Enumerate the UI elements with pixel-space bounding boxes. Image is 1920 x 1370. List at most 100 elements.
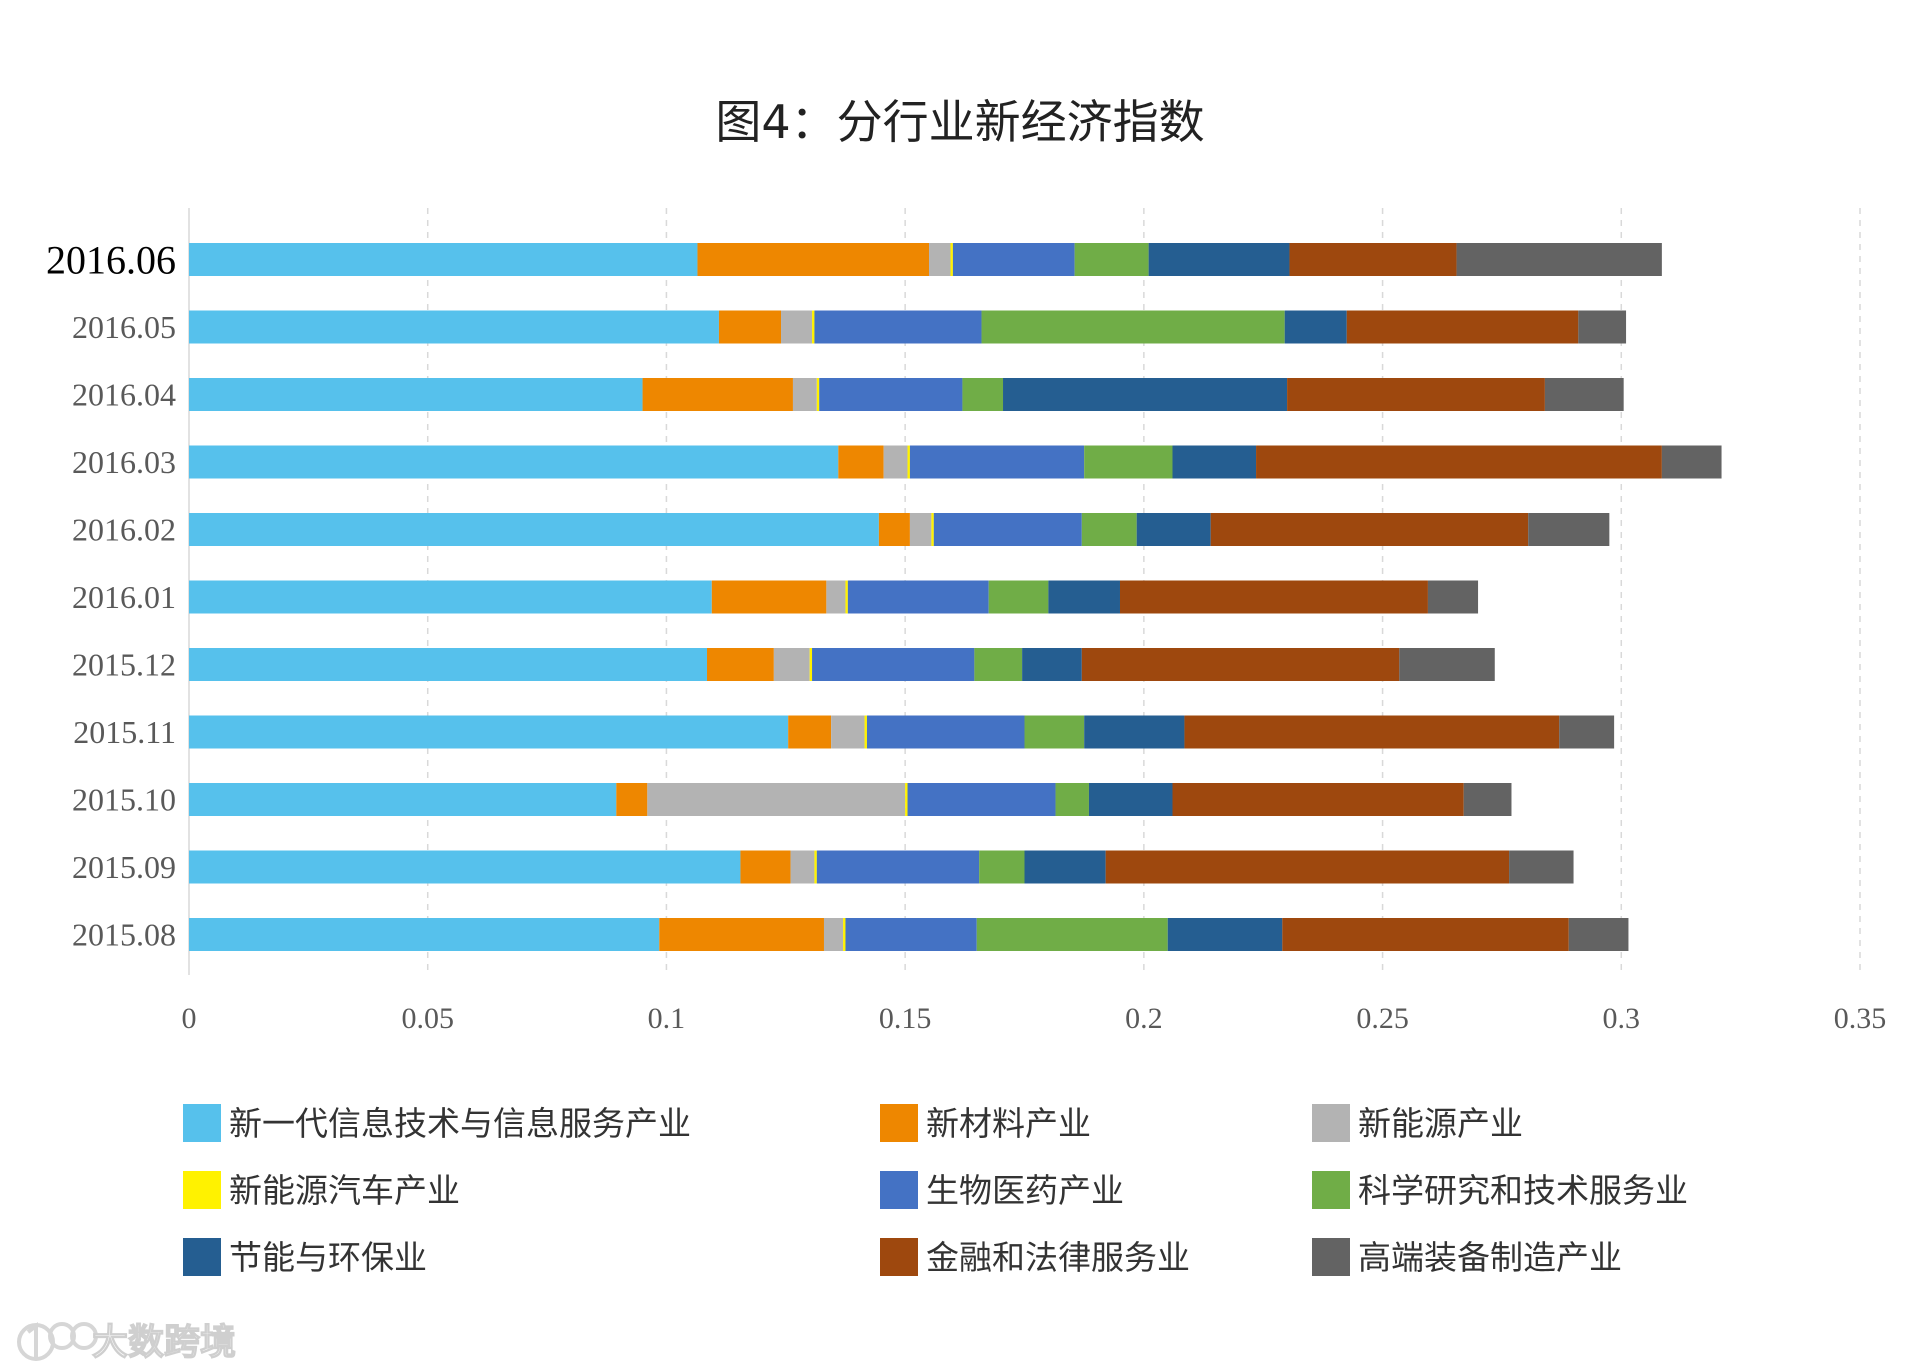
bar-row: [189, 310, 1627, 344]
category-label: 2016.02: [72, 512, 176, 548]
bar-segment: [711, 580, 827, 614]
bar-segment: [933, 513, 1082, 546]
bar-segment: [907, 445, 910, 479]
bar-row: [189, 648, 1495, 681]
bar-segment: [1055, 783, 1089, 816]
legend-swatch: [880, 1171, 918, 1209]
legend-label: 新能源产业: [1358, 1104, 1523, 1143]
legend-label: 新能源汽车产业: [229, 1171, 460, 1210]
legend-item: 科学研究和技术服务业: [1312, 1171, 1688, 1210]
bar-segment: [189, 850, 741, 884]
legend-label: 生物医药产业: [926, 1171, 1124, 1210]
legend-item: 新材料产业: [880, 1104, 1091, 1143]
legend-label: 新一代信息技术与信息服务产业: [229, 1104, 691, 1143]
bar-segment: [1081, 648, 1400, 681]
bar-segment: [979, 850, 1025, 884]
legend-swatch: [183, 1104, 221, 1142]
category-label: 2016.05: [72, 309, 176, 345]
bar-segment: [1024, 715, 1085, 749]
bar-segment: [1284, 310, 1347, 344]
category-labels: 2016.06 2016.05 2016.04 2016.03 2016.02 2016.…: [46, 238, 176, 953]
bar-segment: [1074, 243, 1149, 276]
bar-segment: [1568, 918, 1629, 951]
bar-segment: [866, 715, 1025, 749]
bar-segment: [781, 310, 813, 344]
bar-segment: [616, 783, 648, 816]
bar-segment: [1048, 580, 1120, 614]
legend-item: 金融和法律服务业: [880, 1238, 1190, 1277]
bar-row: [189, 918, 1629, 951]
x-tick-label: 0.05: [401, 1002, 454, 1035]
bar-segment: [790, 850, 815, 884]
bar-segment: [792, 378, 817, 411]
bar-row: [189, 243, 1662, 276]
bar-segment: [1661, 445, 1722, 479]
bar-segment: [843, 918, 846, 951]
bar-segment: [809, 648, 813, 681]
bar-segment: [1463, 783, 1512, 816]
legend-item: 节能与环保业: [183, 1238, 427, 1277]
legend-label: 科学研究和技术服务业: [1358, 1171, 1688, 1210]
legend-item: 高端装备制造产业: [1312, 1238, 1622, 1277]
bar-segment: [909, 445, 1085, 479]
legend-item: 生物医药产业: [880, 1171, 1124, 1210]
x-tick-label: 0.35: [1834, 1002, 1887, 1035]
bar-segment: [826, 580, 846, 614]
bar-segment: [189, 513, 879, 546]
category-label: 2016.06: [46, 238, 176, 283]
bar-segment: [1003, 378, 1288, 411]
bar-segment: [189, 310, 719, 344]
bar-segment: [974, 648, 1023, 681]
bar-segment: [831, 715, 865, 749]
x-tick-label: 0.3: [1603, 1002, 1641, 1035]
bar-segment: [931, 513, 934, 546]
legend-swatch: [1312, 1238, 1350, 1276]
legend-item: 新能源汽车产业: [183, 1171, 460, 1210]
legend-item: 新一代信息技术与信息服务产业: [183, 1104, 691, 1143]
bar-segment: [1346, 310, 1579, 344]
legend-swatch: [183, 1171, 221, 1209]
chart-title: 图4：分行业新经济指数: [715, 95, 1204, 149]
bar-segment: [189, 445, 839, 479]
x-tick-label: 0.25: [1356, 1002, 1409, 1035]
bar-segment: [1559, 715, 1615, 749]
bar-segment: [1528, 513, 1610, 546]
bar-segment: [1119, 580, 1428, 614]
category-label: 2015.08: [72, 917, 176, 953]
bar-segment: [838, 445, 884, 479]
bar-row: [189, 445, 1722, 479]
bar-row: [189, 513, 1610, 546]
x-tick-label: 0.15: [879, 1002, 932, 1035]
bar-segment: [189, 715, 789, 749]
bar-segment: [905, 783, 908, 816]
category-label: 2015.10: [72, 782, 176, 818]
100-logo-icon: [17, 1322, 98, 1361]
bar-row: [189, 715, 1615, 749]
bar-segment: [823, 918, 844, 951]
legend-swatch: [1312, 1104, 1350, 1142]
bar-segment: [878, 513, 910, 546]
bar-segment: [1256, 445, 1662, 479]
bar-row: [189, 378, 1624, 411]
legend-label: 高端装备制造产业: [1358, 1238, 1622, 1277]
legend-item: 新能源产业: [1312, 1104, 1523, 1143]
bar-segment: [1024, 850, 1106, 884]
legend-label: 节能与环保业: [229, 1238, 427, 1277]
legend-label: 新材料产业: [926, 1104, 1091, 1143]
bar-segment: [1427, 580, 1479, 614]
category-label: 2016.01: [72, 579, 176, 615]
bar-segment: [773, 648, 810, 681]
bar-segment: [1282, 918, 1569, 951]
bar-segment: [907, 783, 1056, 816]
bar-segment: [1136, 513, 1211, 546]
bar-row: [189, 783, 1512, 816]
x-tick-label: 0.2: [1125, 1002, 1163, 1035]
bar-segment: [1084, 445, 1173, 479]
legend-swatch: [880, 1104, 918, 1142]
bar-segment: [1578, 310, 1627, 344]
bar-segment: [697, 243, 930, 276]
bar-segment: [647, 783, 906, 816]
bar-segment: [788, 715, 832, 749]
